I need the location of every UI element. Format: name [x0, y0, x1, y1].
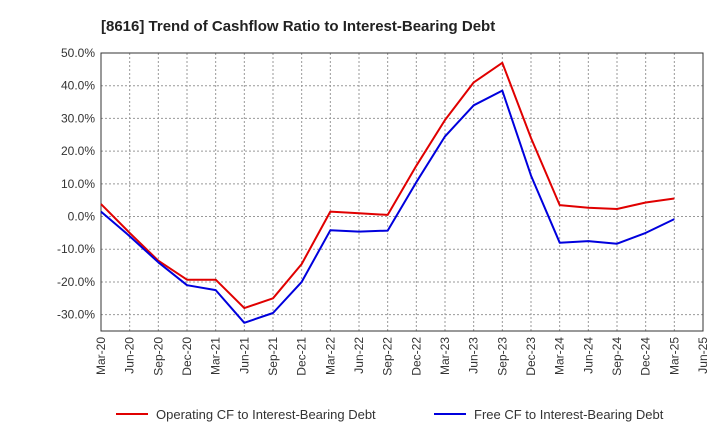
- x-tick-label: Mar-22: [323, 337, 337, 375]
- x-tick-label: Mar-20: [94, 337, 108, 375]
- x-tick-label: Sep-22: [381, 337, 395, 376]
- x-tick-label: Mar-25: [667, 337, 681, 375]
- x-tick-label: Sep-20: [151, 337, 165, 376]
- y-tick-label: 40.0%: [61, 79, 95, 93]
- x-tick-label: Jun-22: [352, 337, 366, 374]
- y-axis-ticks: 50.0% 40.0% 30.0% 20.0% 10.0% 0.0% -10.0% -20.0…: [57, 46, 95, 322]
- x-tick-label: Mar-23: [438, 337, 452, 375]
- legend-label: Free CF to Interest-Bearing Debt: [474, 407, 664, 422]
- x-tick-label: Sep-24: [610, 337, 624, 376]
- x-tick-label: Sep-21: [266, 337, 280, 376]
- x-tick-label: Mar-24: [553, 337, 567, 375]
- x-tick-label: Dec-23: [524, 337, 538, 376]
- y-tick-label: 30.0%: [61, 111, 95, 125]
- x-tick-label: Jun-20: [123, 337, 137, 374]
- x-tick-label: Dec-21: [295, 337, 309, 376]
- y-tick-label: 20.0%: [61, 144, 95, 158]
- x-axis-ticks: Mar-20 Jun-20 Sep-20 Dec-20 Mar-21 Jun-21 Sep-…: [94, 337, 710, 376]
- legend-label: Operating CF to Interest-Bearing Debt: [156, 407, 376, 422]
- series-layer: [100, 61, 675, 324]
- x-tick-label: Dec-22: [409, 337, 423, 376]
- y-tick-label: 10.0%: [61, 177, 95, 191]
- plot-frame: [100, 52, 704, 332]
- x-tick-label: Dec-24: [639, 337, 653, 376]
- x-tick-label: Mar-21: [209, 337, 223, 375]
- y-tick-label: 50.0%: [61, 46, 95, 60]
- y-tick-label: -30.0%: [57, 308, 95, 322]
- x-tick-label: Jun-24: [581, 337, 595, 374]
- plot-area: [100, 52, 704, 332]
- x-tick-label: Jun-21: [237, 337, 251, 374]
- chart-title: [8616] Trend of Cashflow Ratio to Intere…: [101, 18, 495, 35]
- legend: Operating CF to Interest-Bearing Debt Fre…: [116, 407, 664, 422]
- series-line-free-cf: [100, 89, 675, 324]
- x-tick-label: Dec-20: [180, 337, 194, 376]
- y-tick-label: -10.0%: [57, 242, 95, 256]
- x-tick-label: Sep-23: [495, 337, 509, 376]
- y-tick-label: -20.0%: [57, 275, 95, 289]
- y-tick-label: 0.0%: [68, 210, 96, 224]
- series-line-operating-cf: [100, 61, 675, 310]
- x-tick-label: Jun-23: [467, 337, 481, 374]
- x-tick-label: Jun-25: [696, 337, 710, 374]
